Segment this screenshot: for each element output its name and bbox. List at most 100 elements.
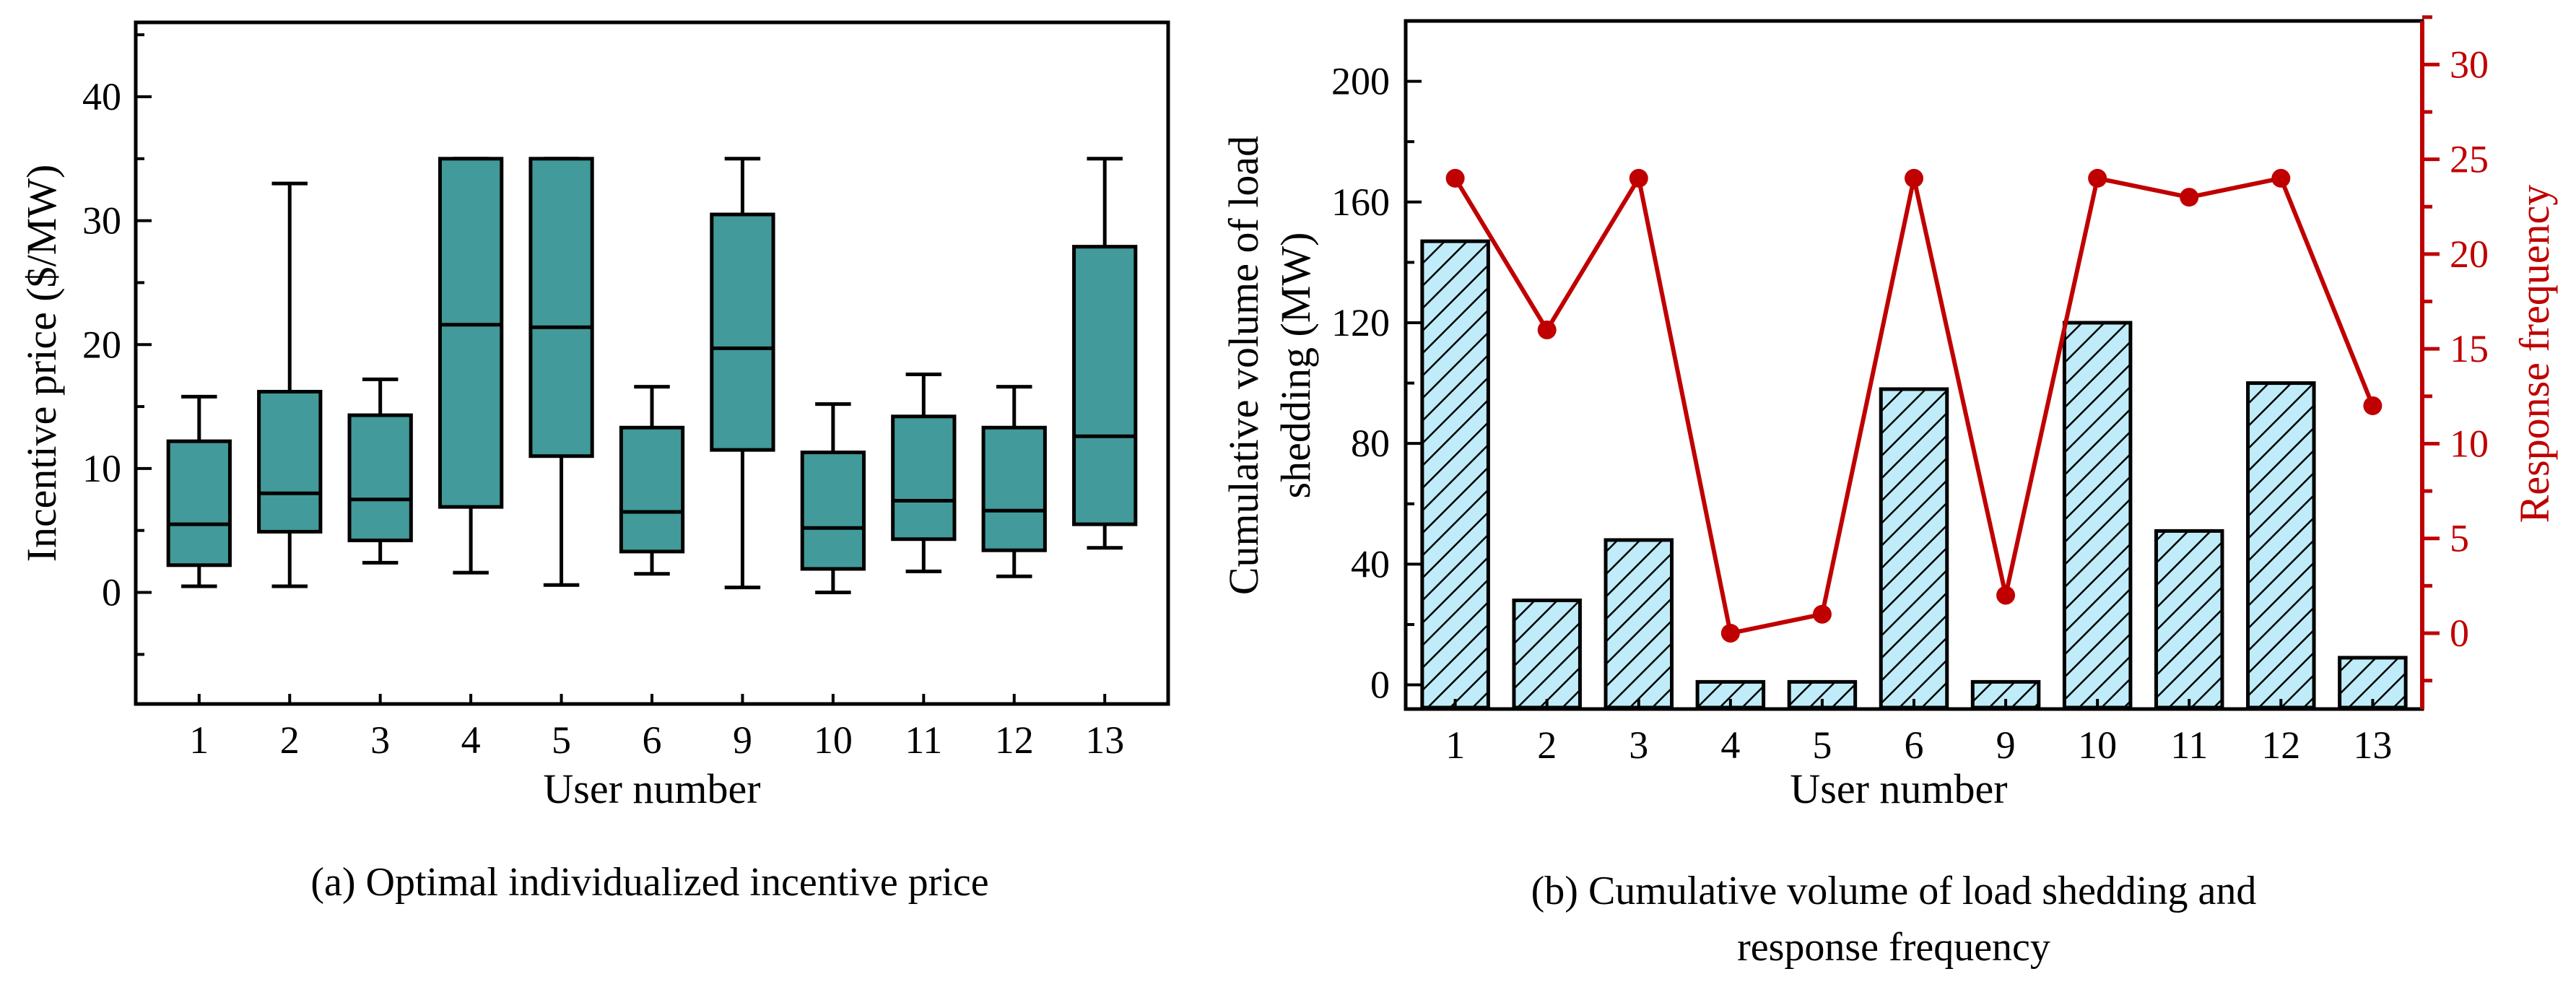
panel-b-frequency-point-user-5 — [1812, 604, 1832, 624]
panel-a-box-user-6 — [619, 385, 685, 576]
panel-b-frequency-point-user-9 — [1996, 586, 2016, 605]
panel-b-x-tick-label: 10 — [2078, 723, 2117, 767]
panel-b-bar-user-1 — [1420, 239, 1490, 710]
panel-a-box-user-3 — [347, 377, 413, 565]
panel-a-box-user-4 — [438, 157, 504, 575]
panel-b-x-tick-label: 13 — [2353, 723, 2392, 767]
panel-b-frequency-line — [1445, 168, 2383, 643]
panel-b-bar-user-3 — [1604, 538, 1674, 710]
panel-b-bars — [1420, 239, 2408, 710]
panel-b-x-tick-label: 5 — [1812, 723, 1832, 767]
iqr-box — [800, 451, 866, 571]
panel-b-y2-ticks: 0 5 10 15 20 25 30 — [2422, 15, 2489, 683]
panel-b-x-tick-label: 9 — [1996, 723, 2016, 767]
panel-b-x-tick-label: 3 — [1629, 723, 1648, 767]
panel-b-frequency-point-user-12 — [2271, 168, 2291, 188]
panel-b-x-axis-label: User number — [1790, 765, 2007, 812]
panel-a-y-tick-label: 40 — [82, 75, 121, 118]
panel-a-box-user-10 — [800, 402, 866, 595]
panel-b-y-ticks: 0 40 80 120 160 200 — [1331, 19, 1422, 707]
iqr-box — [981, 425, 1047, 552]
iqr-box — [257, 389, 323, 534]
iqr-box — [891, 414, 957, 542]
panel-a-x-tick-label: 12 — [995, 718, 1034, 762]
panel-b-bar-user-11 — [2154, 529, 2224, 710]
panel-b-y-tick-label: 0 — [1370, 664, 1390, 707]
panel-a-x-tick-label: 4 — [461, 718, 481, 762]
panel-b-y-tick-label: 120 — [1331, 301, 1390, 344]
panel-b-right-axis-line — [2420, 21, 2424, 709]
panel-b-frequency-point-user-2 — [1537, 320, 1557, 339]
panel-a-y-tick-label: 30 — [82, 199, 121, 243]
panel-b-y-tick-label: 80 — [1351, 422, 1390, 465]
iqr-box — [619, 425, 685, 554]
panel-b-y2-tick-label: 30 — [2450, 43, 2489, 86]
panel-b-x-tick-label: 1 — [1445, 723, 1465, 767]
panel-b-y2-tick-label: 15 — [2450, 327, 2489, 370]
panel-a-caption: (a) Optimal individualized incentive pri… — [310, 860, 988, 905]
panel-a-box-user-13 — [1072, 157, 1138, 550]
panel-b-frequency-point-user-10 — [2088, 168, 2107, 188]
panel-b-y2-tick-label: 20 — [2450, 232, 2489, 276]
panel-b-y-tick-label: 200 — [1331, 60, 1390, 103]
panel-a-y-tick-label: 10 — [82, 447, 121, 490]
panel-b-x-tick-label: 2 — [1537, 723, 1557, 767]
panel-b-y-tick-label: 160 — [1331, 181, 1390, 224]
panel-b-x-tick-label: 11 — [2170, 723, 2208, 767]
panel-a-box-user-1 — [166, 394, 232, 588]
panel-a-boxes — [166, 157, 1138, 595]
panel-a-y-axis-label: Incentive price ($/MW) — [18, 165, 65, 562]
panel-b-x-ticks: 1 2 3 4 5 6 9 10 11 12 13 — [1445, 699, 2392, 767]
panel-b-y2-tick-label: 0 — [2450, 612, 2469, 655]
panel-b-frequency-point-user-6 — [1905, 168, 1923, 188]
panel-b-caption-line1: (b) Cumulative volume of load shedding a… — [1531, 869, 2257, 913]
panel-a-y-tick-label: 20 — [82, 323, 121, 366]
panel-b-y-axis-label-line2: shedding (MW) — [1272, 232, 1319, 499]
panel-a-x-ticks: 1 2 3 4 5 6 9 10 11 12 13 — [189, 694, 1124, 762]
panel-a-x-tick-label: 10 — [814, 718, 853, 762]
panel-b-x-tick-label: 4 — [1720, 723, 1740, 767]
panel-b-y2-tick-label: 10 — [2450, 422, 2489, 465]
panel-b-x-tick-label: 6 — [1905, 723, 1924, 767]
panel-b-caption-line2: response frequency — [1737, 925, 2050, 970]
panel-b-x-tick-label: 12 — [2261, 723, 2300, 767]
panel-b-frequency-point-user-1 — [1445, 168, 1465, 188]
panel-b-frequency-point-user-11 — [2180, 188, 2199, 207]
panel-a-x-tick-label: 3 — [370, 718, 390, 762]
panel-b-y2-axis-label: Response frequency — [2511, 185, 2558, 523]
iqr-box — [1072, 245, 1138, 526]
panel-a-box-user-2 — [257, 181, 323, 588]
iqr-box — [528, 157, 594, 458]
panel-a-y-ticks: 0 10 20 30 40 — [82, 33, 152, 656]
panel-a-box-user-5 — [528, 157, 594, 587]
panel-b-bar-user-12 — [2246, 381, 2316, 710]
panel-a-box-user-11 — [891, 372, 957, 573]
panel-a-x-tick-label: 2 — [280, 718, 300, 762]
iqr-box — [438, 157, 504, 509]
panel-b-y2-tick-label: 5 — [2450, 517, 2469, 560]
panel-b-bar-user-2 — [1512, 599, 1582, 710]
panel-b-y-tick-label: 40 — [1351, 542, 1390, 586]
iqr-box — [166, 439, 232, 568]
iqr-box — [347, 413, 413, 542]
panel-a-x-tick-label: 9 — [733, 718, 752, 762]
panel-a-x-tick-label: 11 — [905, 718, 942, 762]
panel-b-bar-user-10 — [2062, 321, 2133, 710]
panel-b-bar-user-5 — [1787, 679, 1858, 710]
panel-a-x-axis-label: User number — [543, 765, 760, 812]
panel-a-box-user-12 — [981, 385, 1047, 578]
panel-a-x-tick-label: 5 — [552, 718, 571, 762]
panel-a-x-tick-label: 13 — [1085, 718, 1124, 762]
panel-a-box-user-9 — [710, 157, 775, 590]
panel-b-y2-tick-label: 25 — [2450, 138, 2489, 181]
panel-b-frequency-point-user-13 — [2363, 396, 2383, 415]
panel-a-x-tick-label: 6 — [643, 718, 662, 762]
iqr-box — [710, 212, 775, 452]
panel-b-frequency-point-user-3 — [1629, 168, 1648, 188]
panel-a-y-tick-label: 0 — [102, 571, 121, 614]
panel-b-bar-user-6 — [1879, 387, 1949, 710]
panel-b-y-axis-label-line1: Cumulative volume of load — [1220, 136, 1267, 595]
